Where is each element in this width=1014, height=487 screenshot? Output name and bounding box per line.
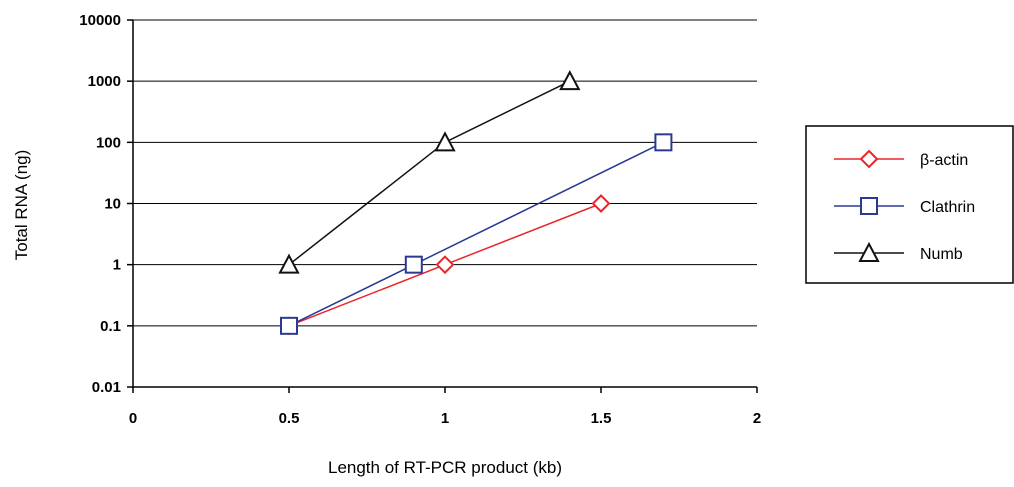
data-point-numb: [434, 131, 456, 152]
y-tick-label: 1000: [88, 73, 121, 90]
x-tick-labels: 0 0.5 1 1.5 2: [129, 387, 761, 427]
data-point-clathrin: [404, 255, 423, 274]
data-point-clathrin: [280, 316, 298, 335]
data-point-numb: [559, 70, 581, 91]
legend-box: [805, 125, 1014, 284]
series-line-clathrin: [288, 141, 664, 327]
legend-marker: [860, 197, 878, 215]
legend-item-actin: β-actin: [834, 149, 968, 169]
x-tick-label: 2: [753, 410, 761, 427]
y-tick-label: 1: [113, 257, 121, 274]
legend-marker: [858, 241, 880, 262]
series-clathrin: [280, 133, 673, 335]
x-tick-label: 1.5: [591, 410, 612, 427]
y-axis-title: Total RNA (ng): [12, 150, 31, 261]
legend-label: Numb: [920, 246, 963, 263]
gridlines: [133, 19, 757, 388]
x-axis-title: Length of RT-PCR product (kb): [328, 458, 562, 477]
legend-marker: [859, 149, 879, 169]
y-tick-label: 0.01: [92, 379, 121, 396]
legend-label: β-actin: [920, 152, 968, 169]
legend: β-actin Clathrin Numb: [805, 125, 1014, 284]
series-line-numb: [288, 80, 571, 266]
legend-item-numb: Numb: [834, 241, 963, 263]
y-tick-label: 0.1: [100, 318, 121, 335]
y-tick-label: 10: [104, 196, 121, 213]
legend-label: Clathrin: [920, 199, 975, 216]
series-group: [278, 70, 673, 336]
data-point-actin: [591, 194, 611, 213]
x-tick-label: 1: [441, 410, 449, 427]
data-point-clathrin: [654, 133, 673, 152]
data-point-numb: [278, 253, 300, 274]
y-tick-labels: 0.01 0.1 1 10 100 1000 10000: [79, 12, 133, 396]
x-tick-label: 0: [129, 410, 137, 427]
legend-item-clathrin: Clathrin: [834, 197, 975, 216]
data-point-actin: [435, 255, 455, 275]
series-numb: [278, 70, 581, 274]
y-tick-label: 100: [96, 134, 121, 151]
y-tick-label: 10000: [79, 12, 121, 29]
x-tick-label: 0.5: [279, 410, 300, 427]
